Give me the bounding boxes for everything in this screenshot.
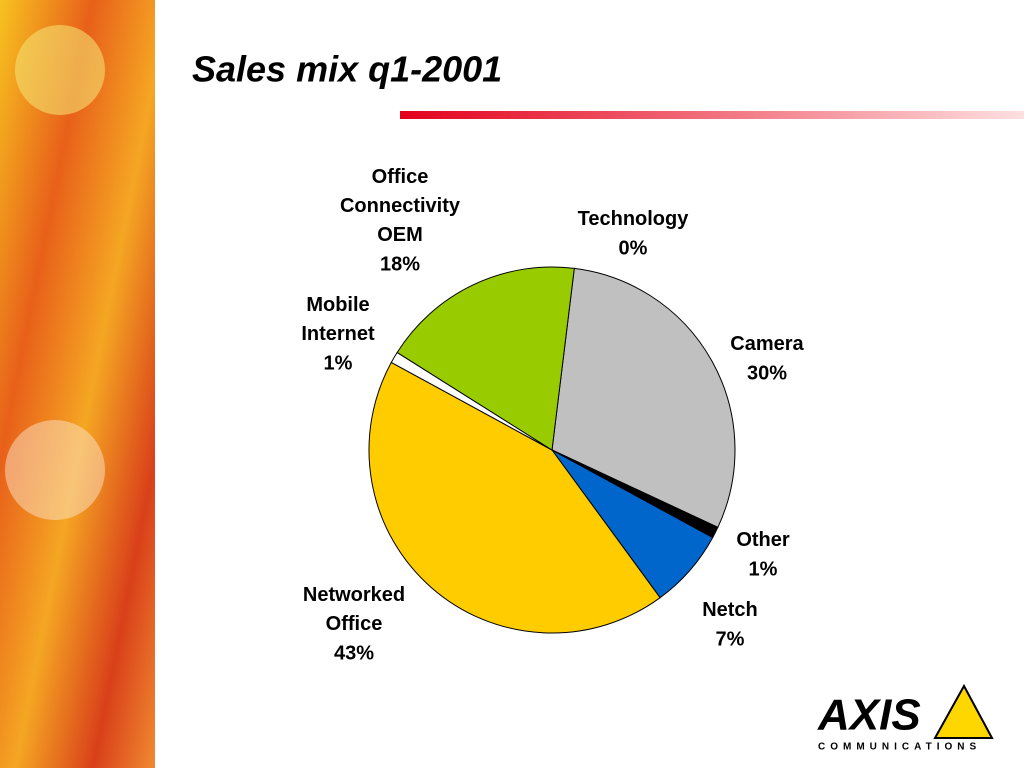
logo-triangle: [933, 683, 994, 739]
slice-label: Networked Office: [303, 584, 405, 635]
slice-value-label: 1%: [749, 558, 778, 580]
slice-label: Office Connectivity OEM: [340, 166, 461, 246]
pie: Technology 0% Camera 30% Other 1% Netch 7% Netwo…: [301, 166, 804, 664]
side-decoration: [0, 0, 155, 768]
side-decoration: [15, 25, 105, 115]
pie-slice: [551, 267, 736, 529]
slice-label: Technology: [578, 208, 690, 230]
logo-name: AXIS: [817, 691, 921, 740]
slice-value-label: 43%: [334, 642, 374, 664]
pie-slice: [396, 266, 575, 451]
logo-tagline: COMMUNICATIONS: [818, 742, 981, 753]
slide-title: Sales mix q1-2001: [192, 49, 502, 90]
title-bar: [400, 111, 1024, 119]
pie-slice: [368, 361, 661, 634]
slice-value-label: 7%: [716, 628, 745, 650]
slice-value-label: 0%: [619, 237, 648, 259]
slice-label: Mobile Internet: [301, 294, 375, 345]
slice-label: Netch: [702, 599, 758, 621]
slice-value-label: 18%: [380, 253, 420, 275]
slice-label: Other: [736, 529, 790, 551]
slice-label: Camera: [730, 333, 804, 355]
slice-value-label: 1%: [324, 352, 353, 374]
slice-value-label: 30%: [747, 362, 787, 384]
side-decoration: [5, 420, 105, 520]
